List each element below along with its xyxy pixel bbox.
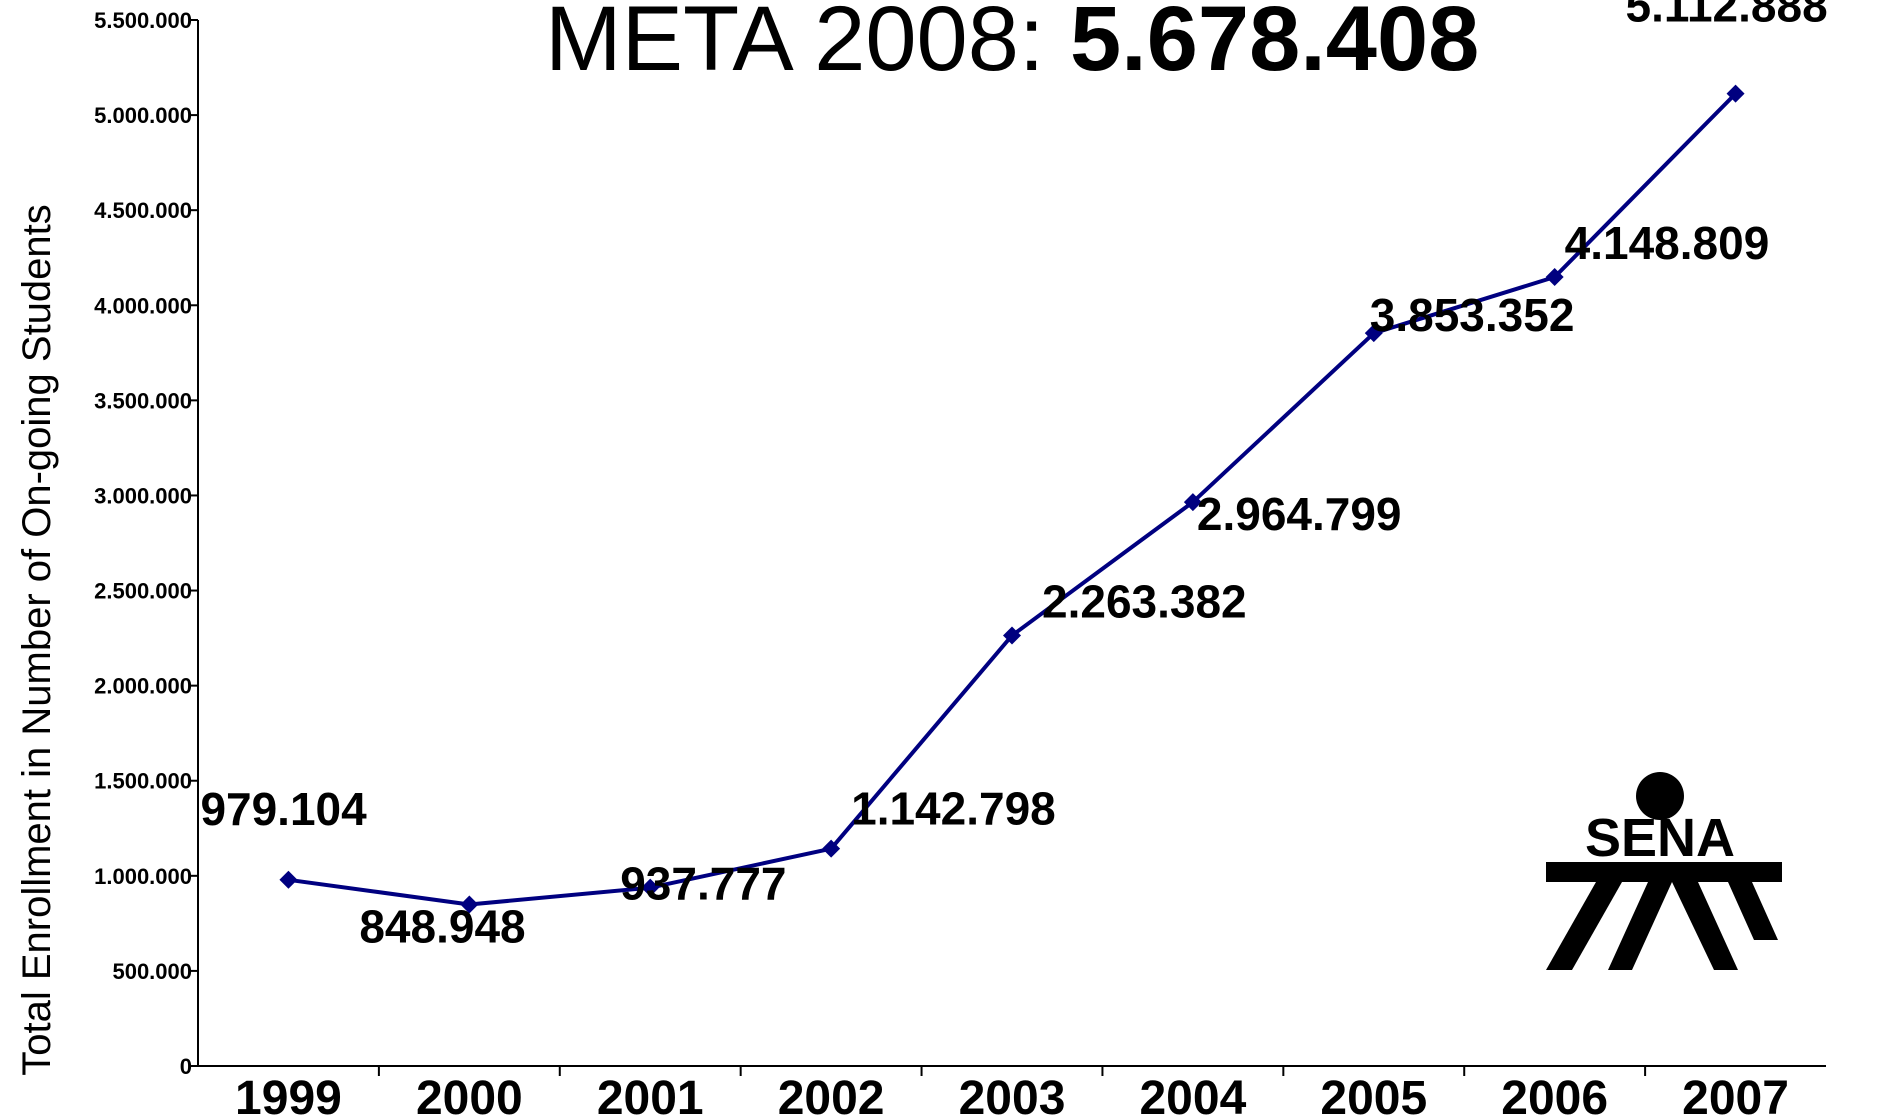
y-tick-label: 3.500.000	[94, 388, 192, 413]
y-axis-label: Total Enrollment in Number of On-going S…	[15, 204, 59, 1076]
y-axis-ticks: 0 500.000 1.000.000 1.500.000 2.000.000 2.500…	[94, 8, 198, 1079]
y-tick-label: 4.000.000	[94, 293, 192, 318]
x-tick-label: 2005	[1320, 1072, 1427, 1119]
y-tick-label: 1.000.000	[94, 864, 192, 889]
y-tick-label: 5.000.000	[94, 103, 192, 128]
x-tick-label: 2007	[1682, 1072, 1789, 1119]
data-point	[1183, 493, 1202, 512]
data-label: 5.112.888	[1626, 0, 1828, 32]
data-point	[1364, 324, 1383, 343]
x-axis-ticks: 1999 2000 2001 2002 2003 2004 2005 2006 2007	[235, 1066, 1789, 1119]
chart-title-prefix: META 2008:	[545, 0, 1070, 90]
data-label: 848.948	[359, 901, 525, 953]
data-label: 979.104	[200, 783, 367, 835]
series-enrollment	[279, 84, 1745, 914]
data-label: 2.263.382	[1042, 576, 1247, 628]
data-labels: 979.104 848.948 937.777 1.142.798 2.263.382 2…	[200, 0, 1827, 953]
data-point	[822, 839, 841, 858]
data-point	[1545, 267, 1564, 286]
x-tick-label: 2003	[959, 1072, 1066, 1119]
y-tick-label: 5.500.000	[94, 8, 192, 33]
data-label: 1.142.798	[851, 783, 1056, 835]
data-point	[460, 895, 479, 914]
chart-title-goal-value: 5.678.408	[1070, 0, 1479, 90]
y-tick-label: 2.500.000	[94, 579, 192, 604]
data-label: 4.148.809	[1565, 217, 1770, 269]
data-label: 2.964.799	[1197, 488, 1402, 540]
chart-title: META 2008: 5.678.408	[545, 0, 1479, 90]
sena-logo: SENA	[1546, 772, 1782, 970]
x-tick-label: 2002	[778, 1072, 885, 1119]
y-tick-label: 3.000.000	[94, 483, 192, 508]
x-tick-label: 2000	[416, 1072, 523, 1119]
data-point	[1726, 84, 1745, 103]
data-point	[641, 878, 660, 897]
x-tick-label: 2004	[1139, 1072, 1246, 1119]
x-tick-label: 2001	[597, 1072, 704, 1119]
data-point	[1003, 626, 1021, 645]
data-label: 3.853.352	[1370, 289, 1575, 341]
y-tick-label: 2.000.000	[94, 674, 192, 699]
y-tick-label: 4.500.000	[94, 198, 192, 223]
y-tick-label: 500.000	[112, 959, 192, 984]
y-tick-label: 0	[180, 1054, 192, 1079]
x-tick-label: 1999	[235, 1072, 342, 1119]
sena-logo-text: SENA	[1585, 808, 1735, 868]
data-label: 937.777	[620, 858, 786, 910]
y-tick-label: 1.500.000	[94, 769, 192, 794]
data-point	[279, 870, 298, 889]
x-tick-label: 2006	[1501, 1072, 1608, 1119]
